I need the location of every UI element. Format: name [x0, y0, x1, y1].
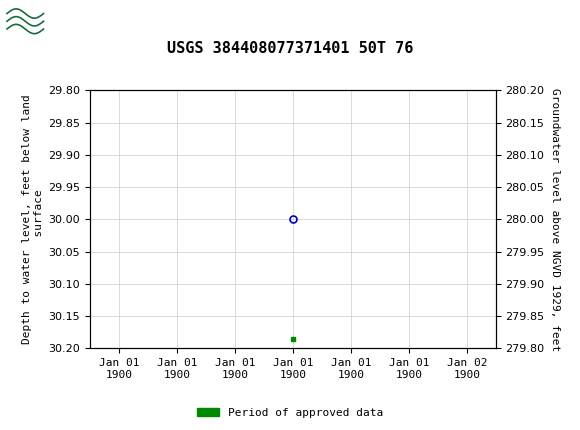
- Legend: Period of approved data: Period of approved data: [193, 403, 387, 422]
- Bar: [6, 3, 46, 36]
- Y-axis label: Groundwater level above NGVD 1929, feet: Groundwater level above NGVD 1929, feet: [550, 88, 560, 351]
- Y-axis label: Depth to water level, feet below land
  surface: Depth to water level, feet below land su…: [23, 95, 44, 344]
- Text: USGS 384408077371401 50T 76: USGS 384408077371401 50T 76: [167, 41, 413, 56]
- Text: USGS: USGS: [49, 10, 104, 28]
